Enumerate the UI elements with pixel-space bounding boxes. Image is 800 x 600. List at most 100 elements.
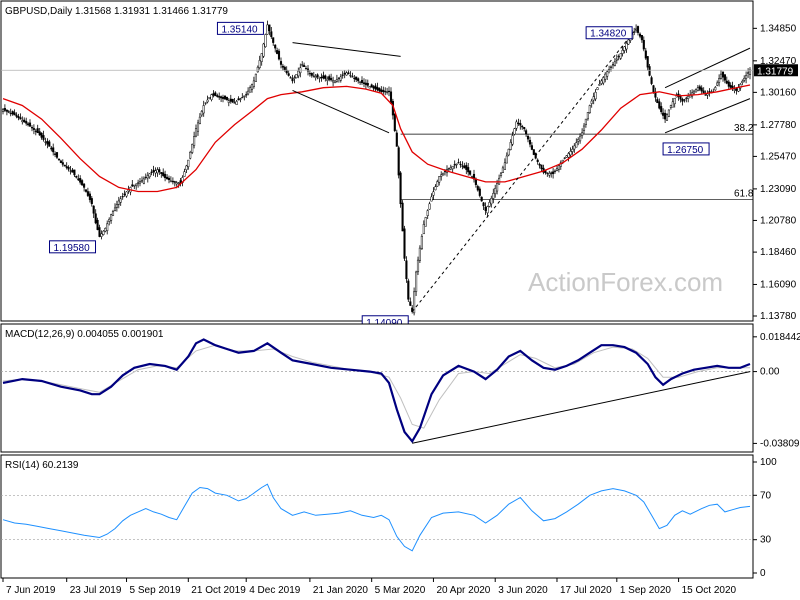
candle-body	[81, 180, 84, 186]
candle-body	[44, 141, 47, 143]
candle-body	[447, 168, 450, 170]
price-y-tick-label: 1.32470	[760, 56, 797, 67]
candle-body	[167, 177, 171, 181]
candle-body	[484, 206, 487, 211]
candle-body	[594, 91, 597, 100]
candle-body	[496, 183, 499, 192]
candle-body	[469, 170, 472, 175]
candle-body	[617, 56, 620, 58]
x-tick-label: 5 Sep 2019	[130, 585, 182, 596]
candle-body	[308, 73, 311, 75]
candle-body	[287, 73, 290, 76]
price-trendline	[664, 47, 751, 89]
candle-body	[310, 72, 313, 76]
candle-body	[276, 50, 279, 54]
candle-body	[428, 203, 431, 210]
candle-body	[61, 162, 64, 165]
candle-body	[523, 127, 526, 129]
candle-body	[507, 148, 510, 156]
candle-body	[225, 96, 228, 101]
macd-signal-line	[2, 344, 750, 429]
candle-body	[250, 84, 254, 90]
candle-body	[42, 135, 45, 140]
candle-body	[223, 95, 227, 100]
candle-body	[509, 142, 512, 150]
candle-body	[249, 87, 252, 93]
candle-body	[548, 172, 551, 176]
candle-body	[494, 188, 497, 195]
candle-body	[528, 139, 532, 145]
candle-body	[104, 228, 107, 232]
candle-body	[721, 71, 725, 78]
candle-body	[598, 84, 601, 86]
candle-body	[196, 122, 200, 132]
price-y-tick-label: 1.23090	[760, 184, 797, 195]
candle-body	[407, 280, 410, 300]
candle-body	[368, 86, 371, 89]
candle-body	[409, 301, 412, 306]
candle-body	[360, 79, 364, 83]
macd-panel-title: MACD(12,26,9) 0.004055 0.001901	[5, 329, 164, 340]
price-annotation-label: 1.34820	[590, 29, 627, 40]
candle-body	[476, 186, 479, 191]
candle-body	[13, 112, 16, 116]
candle-body	[525, 130, 528, 135]
candle-body	[384, 91, 387, 93]
candle-body	[339, 76, 342, 81]
candle-body	[451, 165, 454, 170]
candle-body	[386, 91, 389, 93]
candle-body	[36, 128, 39, 134]
candle-body	[748, 69, 752, 75]
candle-body	[418, 247, 421, 261]
candle-body	[665, 114, 669, 121]
price-y-tick-label: 1.13780	[760, 311, 797, 322]
candle-body	[133, 184, 136, 187]
candle-body	[669, 105, 672, 108]
candle-body	[582, 125, 586, 131]
macd-trendline	[412, 371, 751, 444]
candle-body	[443, 171, 447, 173]
candle-body	[333, 80, 337, 83]
candle-body	[735, 88, 738, 91]
candle-body	[563, 157, 566, 159]
candle-body	[521, 126, 524, 128]
candle-body	[214, 92, 217, 97]
candle-body	[262, 43, 265, 57]
candle-body	[704, 94, 707, 96]
candle-body	[662, 112, 665, 116]
candle-body	[347, 72, 350, 75]
candle-body	[567, 153, 570, 158]
candle-body	[536, 159, 539, 162]
macd-panel: MACD(12,26,9) 0.004055 0.001901 0.018442…	[0, 323, 800, 453]
candle-body	[613, 61, 616, 66]
rsi-y-tick-label: 100	[760, 457, 777, 468]
candle-body	[364, 82, 367, 85]
candle-body	[135, 183, 138, 186]
candle-body	[694, 89, 698, 93]
candle-body	[314, 76, 317, 79]
candle-body	[123, 193, 126, 195]
candle-body	[121, 196, 124, 198]
candle-body	[577, 139, 580, 142]
candle-body	[252, 80, 255, 87]
moving-average-line	[2, 84, 751, 193]
x-tick-label: 17 Jul 2020	[560, 585, 612, 596]
x-tick-label: 3 Jun 2020	[498, 585, 548, 596]
candle-body	[416, 259, 420, 273]
candle-body	[573, 145, 576, 150]
candle-body	[303, 65, 306, 67]
candle-body	[546, 172, 549, 174]
candle-body	[627, 39, 630, 45]
candle-body	[32, 128, 35, 130]
candle-body	[716, 82, 719, 86]
candle-body	[164, 174, 167, 179]
candle-body	[1, 109, 5, 112]
candle-body	[349, 75, 352, 77]
candle-body	[581, 132, 584, 136]
candle-body	[148, 173, 151, 178]
candle-body	[664, 112, 667, 120]
candle-body	[604, 73, 607, 80]
candle-body	[337, 77, 340, 79]
candle-body	[455, 163, 458, 166]
